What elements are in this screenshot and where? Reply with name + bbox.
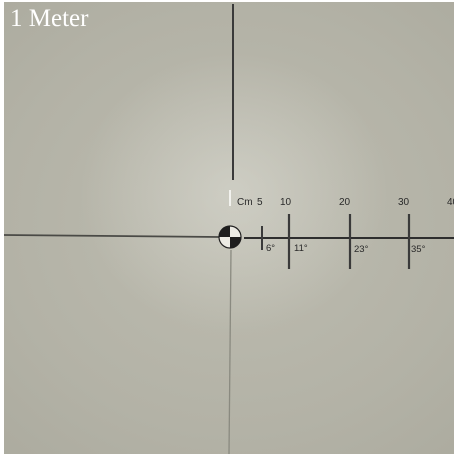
angle-label-11: 11° (294, 243, 308, 254)
angle-label-6: 6° (266, 243, 275, 254)
distance-label-5: 5 (257, 197, 263, 208)
angle-label-23: 23° (354, 244, 369, 255)
distance-label-40: 40 (447, 197, 454, 208)
wall-photo: Cm 5 10 20 30 40 6° 11° 23° 35° 1 Meter (4, 2, 454, 454)
vertical-line-bottom (228, 249, 232, 454)
distance-label-20: 20 (339, 197, 351, 208)
horizontal-line-left (4, 234, 221, 238)
angle-label-35: 35° (411, 244, 426, 255)
unit-label: Cm (237, 197, 253, 208)
distance-label-10: 10 (280, 197, 292, 208)
distance-overlay-title: 1 Meter (10, 5, 89, 32)
fixation-target (218, 225, 242, 249)
distance-label-30: 30 (398, 197, 410, 208)
tangent-scale-chart: Cm 5 10 20 30 40 6° 11° 23° 35° (4, 4, 454, 454)
